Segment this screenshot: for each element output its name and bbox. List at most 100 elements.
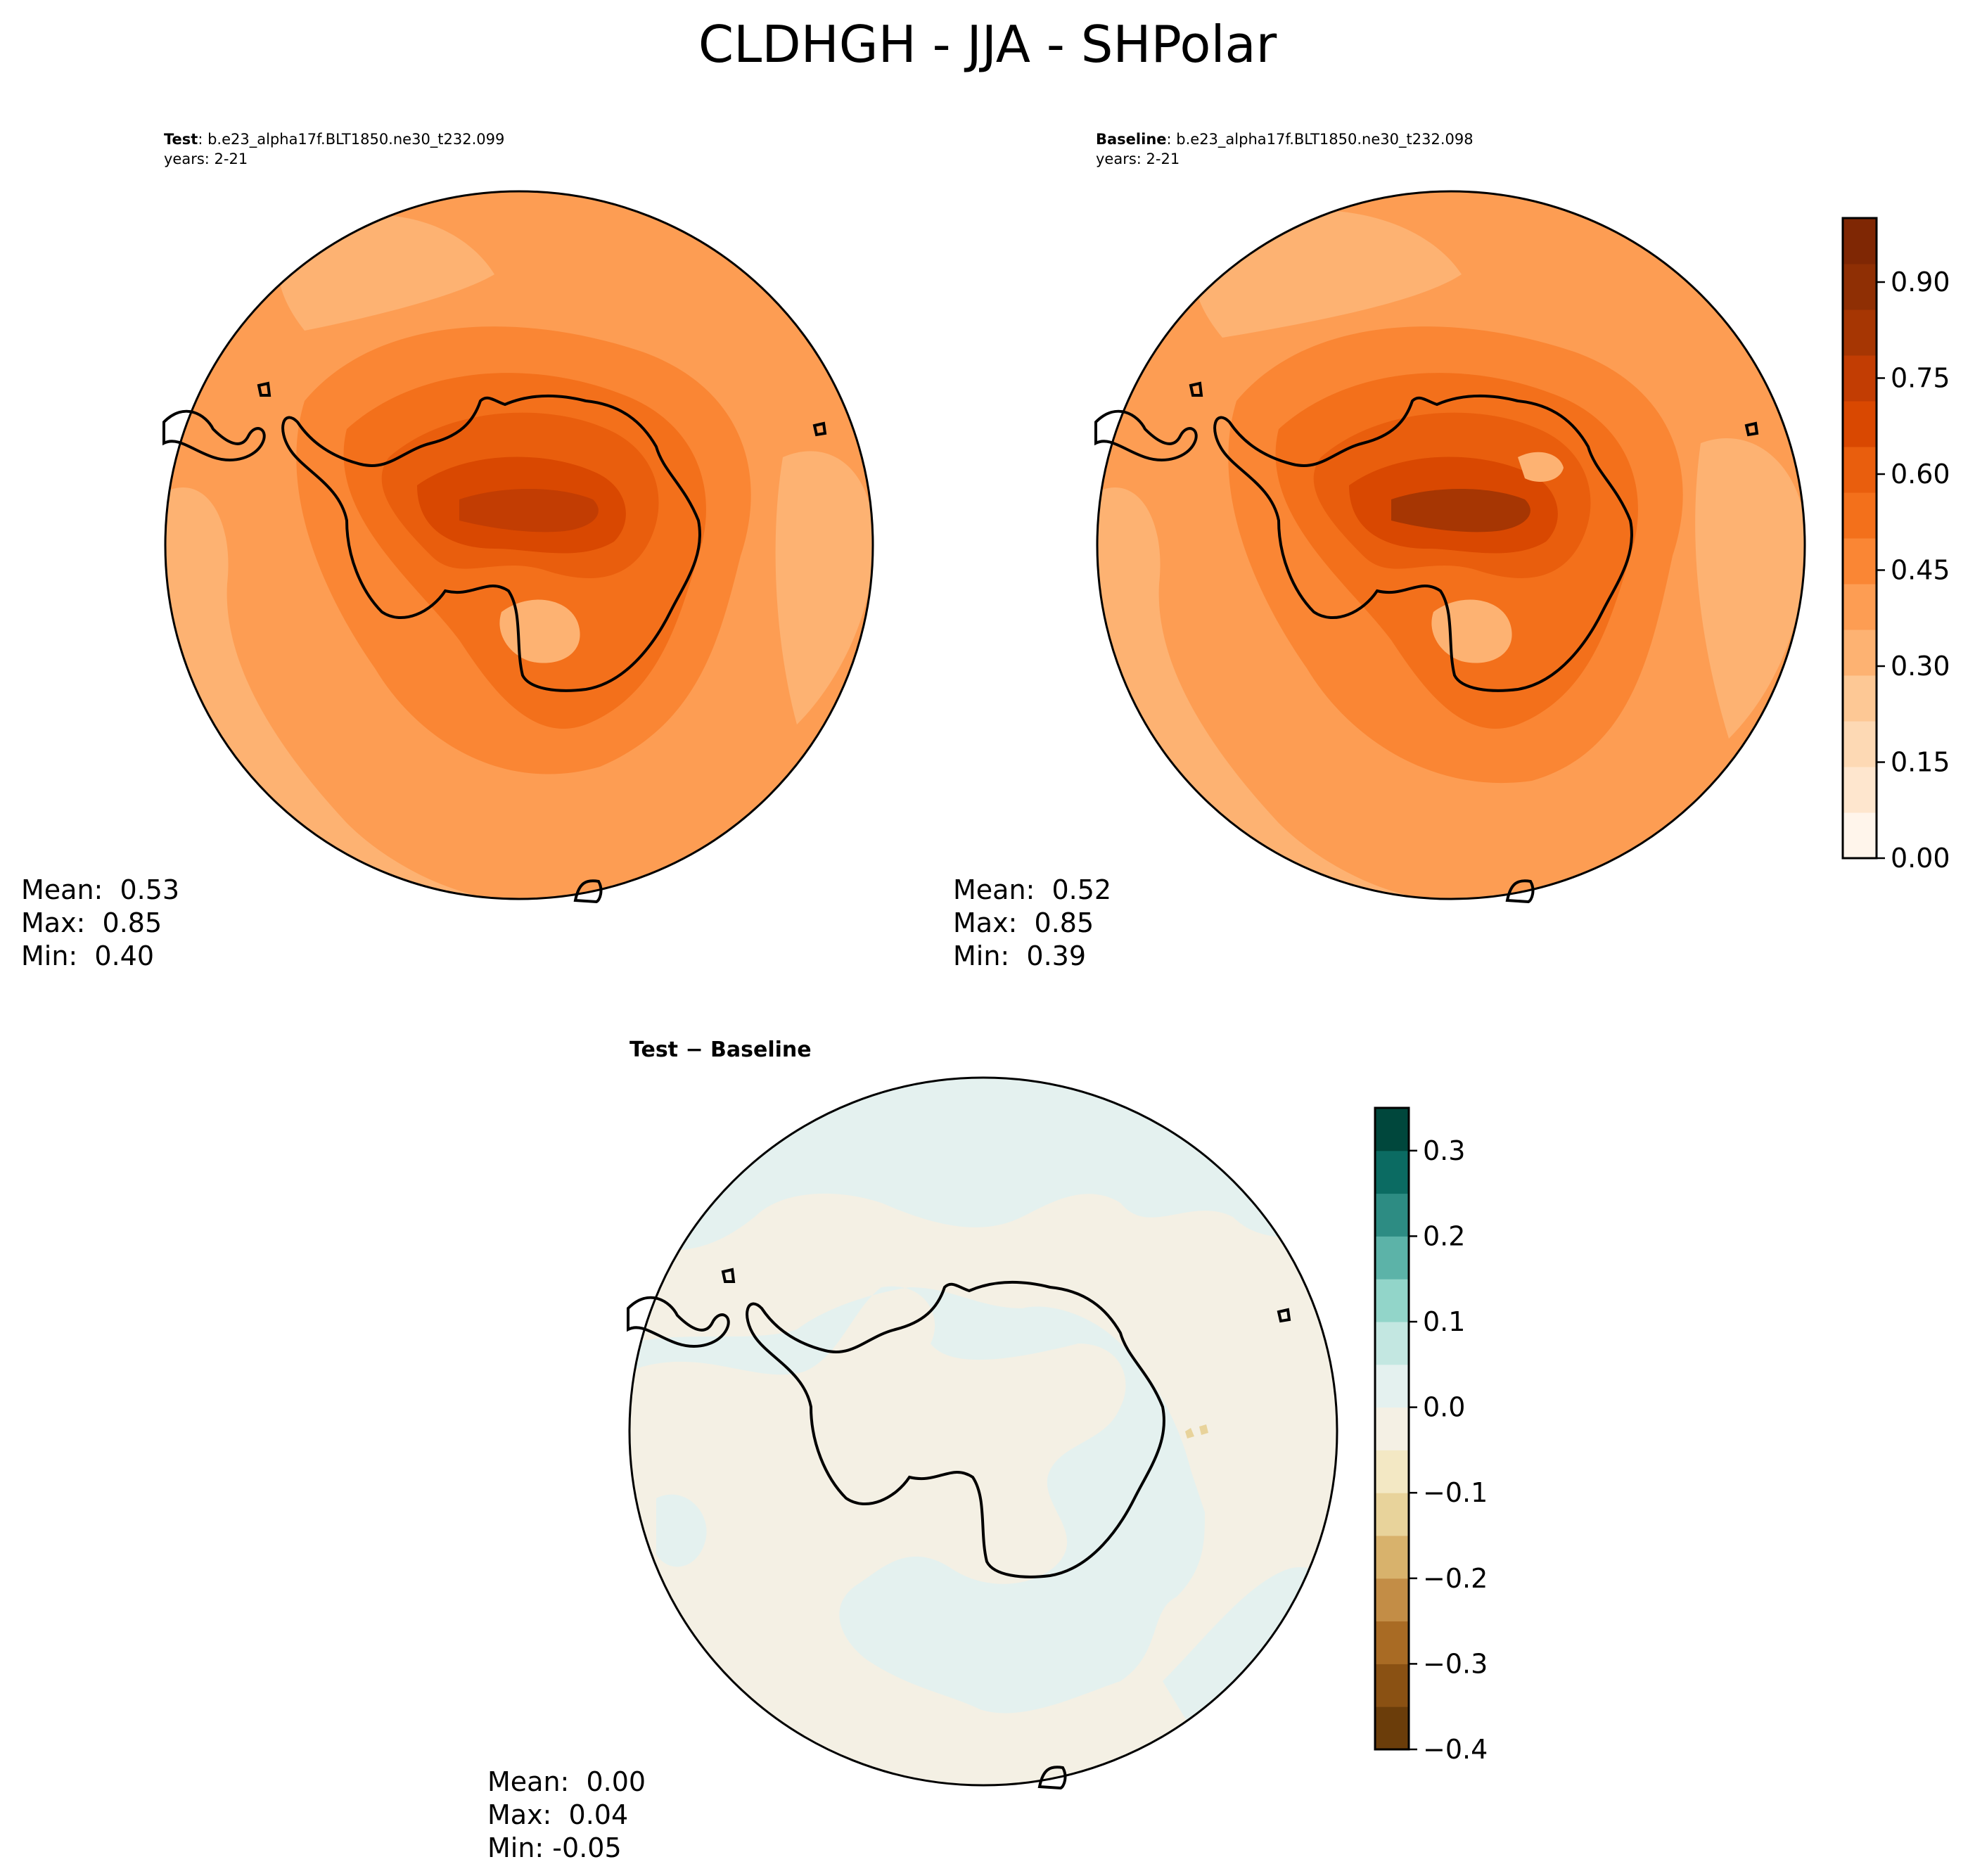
main-colorbar-swatch (1843, 630, 1877, 676)
diff-negative-spot-1 (1185, 1428, 1194, 1438)
diff-colorbar-swatch (1375, 1150, 1409, 1194)
baseline-map-boundary (1096, 190, 1806, 900)
main-colorbar-swatch (1843, 767, 1877, 813)
figure-title: CLDHGH - JJA - SHPolar (698, 15, 1277, 74)
diff-antarctica-outline (746, 1281, 1165, 1578)
diff-colorbar-swatch (1375, 1322, 1409, 1365)
diff-colorbar-swatch (1375, 1364, 1409, 1408)
diff-colorbar-tick-label: −0.4 (1423, 1734, 1488, 1765)
test-map-boundary (164, 190, 874, 900)
diff-min: Min: -0.05 (487, 1832, 622, 1863)
test-island-outline-2 (812, 421, 827, 437)
diff-colorbar-tick-label: −0.3 (1423, 1648, 1488, 1679)
baseline-years: years: 2-21 (1096, 151, 1180, 167)
diff-island-outline-2 (1277, 1308, 1291, 1323)
diff-colorbar-tick-label: 0.1 (1423, 1306, 1465, 1337)
baseline-island-outline-1 (1189, 381, 1203, 397)
baseline-map (1094, 190, 1806, 904)
main-colorbar-swatch (1843, 264, 1877, 310)
test-header: Test: b.e23_alpha17f.BLT1850.ne30_t232.0… (164, 129, 504, 149)
test-stats: Mean: 0.53 Max: 0.85 Min: 0.40 (21, 874, 179, 973)
diff-colorbar-swatch (1375, 1407, 1409, 1450)
diff-colorbar-swatch (1375, 1236, 1409, 1280)
main-colorbar-tick-label: 0.90 (1891, 267, 1950, 298)
test-contour-light-3 (775, 451, 873, 725)
diff-colorbar-tick-label: −0.2 (1423, 1563, 1488, 1594)
main-colorbar-swatch (1843, 675, 1877, 722)
diff-colorbar-swatch (1375, 1279, 1409, 1322)
diff-colorbar-tick-label: 0.0 (1423, 1392, 1465, 1423)
main-colorbar-swatch (1843, 492, 1877, 539)
test-min: Min: 0.40 (21, 940, 154, 971)
diff-colorbar-frame (1374, 1106, 1410, 1751)
diff-colorbar-swatch (1375, 1706, 1409, 1750)
main-colorbar-swatch (1843, 721, 1877, 767)
main-colorbar-tick-label: 0.45 (1891, 555, 1950, 586)
main-colorbar-tick-label: 0.75 (1891, 363, 1950, 394)
main-colorbar-swatch (1843, 538, 1877, 585)
diff-colorbar-swatch (1375, 1493, 1409, 1536)
diff-colorbar: −0.4 −0.3 −0.2 −0.1 0.0 0.1 0.2 0.3 (1374, 1106, 1488, 1765)
baseline-island-outline-3 (1505, 879, 1535, 904)
diff-negative-spot-2 (1199, 1424, 1208, 1435)
baseline-case: : b.e23_alpha17f.BLT1850.ne30_t232.098 (1166, 131, 1474, 148)
diff-stats: Mean: 0.00 Max: 0.04 Min: -0.05 (487, 1766, 646, 1865)
baseline-peninsula-outline (1094, 409, 1198, 461)
diff-colorbar-swatch (1375, 1578, 1409, 1622)
main-colorbar-swatch (1843, 355, 1877, 402)
main-colorbar-frame (1841, 217, 1878, 860)
diff-mean: Mean: 0.00 (487, 1766, 646, 1797)
test-peninsula-outline (162, 409, 266, 461)
main-colorbar-tick-label: 0.30 (1891, 651, 1950, 682)
test-island-outline-1 (257, 381, 271, 397)
main-colorbar-swatch (1843, 812, 1877, 859)
baseline-island-outline-2 (1744, 421, 1759, 437)
diff-title: Test − Baseline (629, 1038, 812, 1062)
main-colorbar-tick-label: 0.60 (1891, 459, 1950, 490)
test-max: Max: 0.85 (21, 907, 162, 938)
main-colorbar-swatch (1843, 218, 1877, 264)
test-contour-peak (459, 489, 599, 532)
diff-colorbar-swatch (1375, 1621, 1409, 1664)
test-case: : b.e23_alpha17f.BLT1850.ne30_t232.099 (198, 131, 505, 148)
baseline-stats: Mean: 0.52 Max: 0.85 Min: 0.39 (953, 874, 1111, 973)
diff-positive-region-2 (629, 1286, 1205, 1714)
diff-map-boundary (628, 1076, 1338, 1787)
diff-island-outline-3 (1037, 1766, 1067, 1790)
baseline-max: Max: 0.85 (953, 907, 1094, 938)
diff-peninsula-outline (627, 1296, 730, 1348)
diff-island-outline-1 (721, 1268, 736, 1283)
test-years: years: 2-21 (164, 151, 248, 167)
test-island-outline-3 (573, 879, 603, 904)
baseline-contour-peak (1391, 489, 1530, 532)
diff-colorbar-swatch (1375, 1664, 1409, 1707)
baseline-contour-light-spot-2 (1518, 452, 1564, 482)
main-colorbar: 0.00 0.15 0.30 0.45 0.60 0.75 0.90 (1841, 217, 1950, 874)
baseline-header: Baseline: b.e23_alpha17f.BLT1850.ne30_t2… (1096, 129, 1474, 149)
diff-map (627, 1076, 1338, 1790)
test-label: Test (164, 131, 198, 148)
baseline-mean: Mean: 0.52 (953, 874, 1112, 905)
diff-colorbar-swatch (1375, 1536, 1409, 1579)
baseline-antarctica-outline (1213, 395, 1633, 692)
diff-colorbar-tick-label: 0.2 (1423, 1220, 1465, 1251)
main-colorbar-swatch (1843, 447, 1877, 493)
main-colorbar-tick-label: 0.15 (1891, 747, 1950, 778)
diff-colorbar-swatch (1375, 1450, 1409, 1493)
test-antarctica-outline (281, 395, 701, 692)
baseline-contour-light-3 (1695, 438, 1805, 739)
main-colorbar-tick-label: 0.00 (1891, 843, 1950, 874)
diff-positive-region-4 (656, 1494, 707, 1567)
diff-colorbar-tick-label: −0.1 (1423, 1477, 1488, 1508)
test-map (162, 190, 874, 904)
baseline-min: Min: 0.39 (953, 940, 1086, 971)
baseline-label: Baseline (1096, 131, 1167, 148)
main-colorbar-swatch (1843, 401, 1877, 447)
diff-colorbar-tick-label: 0.3 (1423, 1135, 1465, 1166)
diff-max: Max: 0.04 (487, 1799, 629, 1830)
main-colorbar-swatch (1843, 310, 1877, 356)
test-mean: Mean: 0.53 (21, 874, 180, 905)
main-colorbar-swatch (1843, 584, 1877, 630)
diff-colorbar-swatch (1375, 1193, 1409, 1237)
diff-colorbar-swatch (1375, 1108, 1409, 1151)
